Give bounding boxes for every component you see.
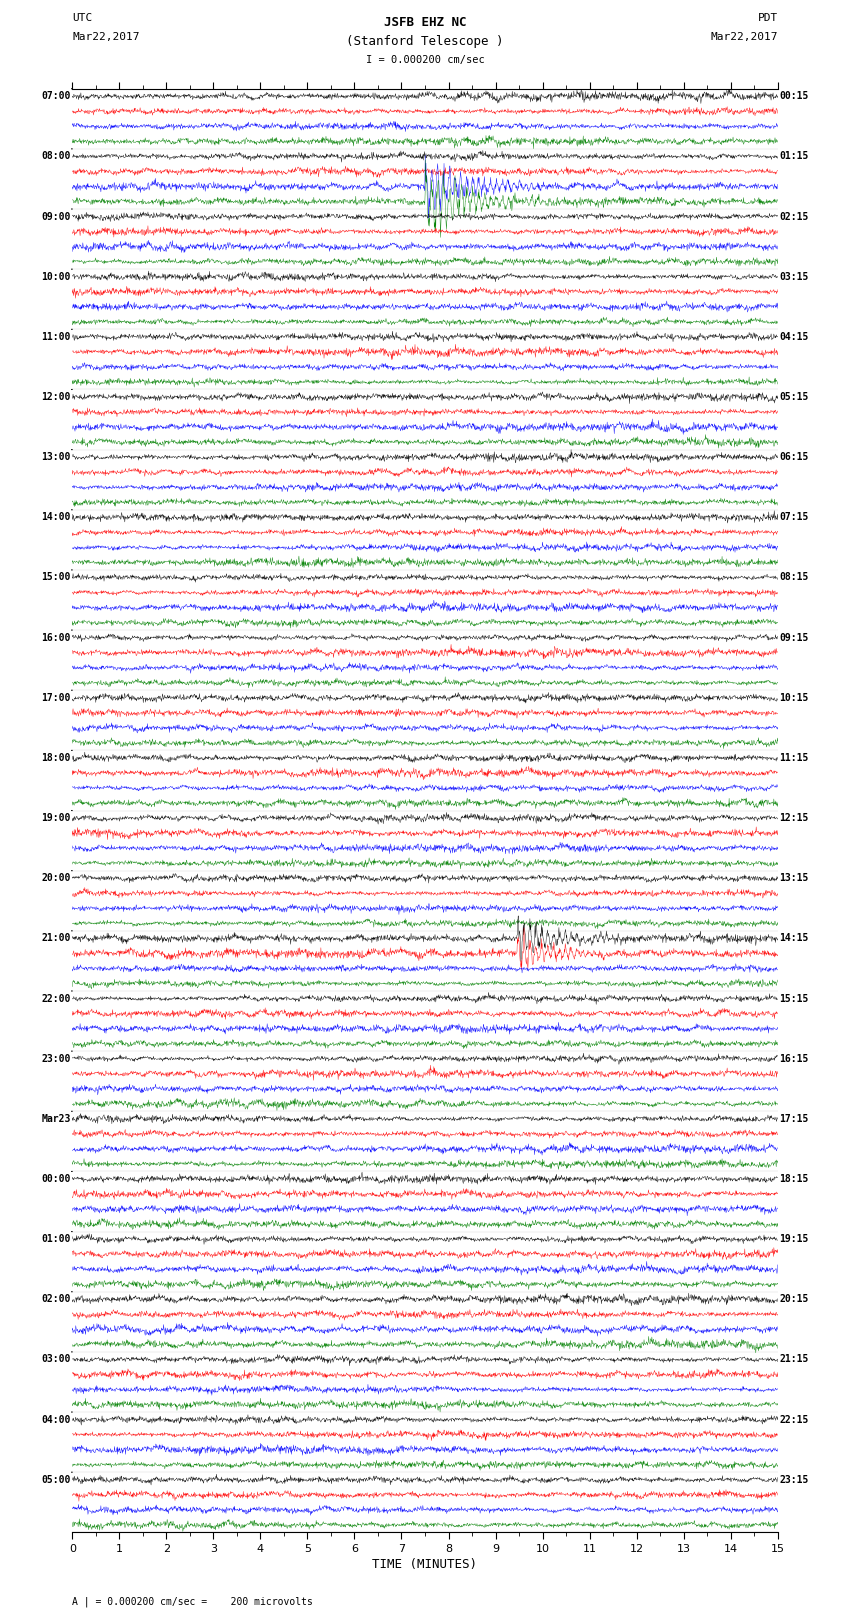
Text: 22:15: 22:15 [779,1415,808,1424]
Text: 17:00: 17:00 [42,692,71,703]
Text: 19:15: 19:15 [779,1234,808,1244]
Text: 10:15: 10:15 [779,692,808,703]
Text: 07:15: 07:15 [779,513,808,523]
Text: Mar22,2017: Mar22,2017 [72,32,139,42]
Text: 18:00: 18:00 [42,753,71,763]
Text: 18:15: 18:15 [779,1174,808,1184]
Text: 03:00: 03:00 [42,1355,71,1365]
Text: 12:00: 12:00 [42,392,71,402]
Text: 16:00: 16:00 [42,632,71,642]
Text: Mar22,2017: Mar22,2017 [711,32,778,42]
Text: 21:00: 21:00 [42,934,71,944]
Text: JSFB EHZ NC: JSFB EHZ NC [383,16,467,29]
Text: 09:15: 09:15 [779,632,808,642]
Text: 05:15: 05:15 [779,392,808,402]
Text: 02:15: 02:15 [779,211,808,221]
Text: 10:00: 10:00 [42,271,71,282]
Text: 11:00: 11:00 [42,332,71,342]
Text: 23:15: 23:15 [779,1474,808,1484]
Text: (Stanford Telescope ): (Stanford Telescope ) [346,35,504,48]
Text: 08:00: 08:00 [42,152,71,161]
Text: 22:00: 22:00 [42,994,71,1003]
Text: 16:15: 16:15 [779,1053,808,1063]
Text: 21:15: 21:15 [779,1355,808,1365]
Text: 04:00: 04:00 [42,1415,71,1424]
Text: 11:15: 11:15 [779,753,808,763]
Text: 13:15: 13:15 [779,873,808,884]
Text: 00:00: 00:00 [42,1174,71,1184]
Text: 08:15: 08:15 [779,573,808,582]
Text: Mar23: Mar23 [42,1115,71,1124]
Text: UTC: UTC [72,13,93,23]
Text: 19:00: 19:00 [42,813,71,823]
Text: 00:15: 00:15 [779,92,808,102]
Text: 01:15: 01:15 [779,152,808,161]
Text: I = 0.000200 cm/sec: I = 0.000200 cm/sec [366,55,484,65]
Text: 12:15: 12:15 [779,813,808,823]
X-axis label: TIME (MINUTES): TIME (MINUTES) [372,1558,478,1571]
Text: 06:15: 06:15 [779,452,808,463]
Text: 15:15: 15:15 [779,994,808,1003]
Text: 03:15: 03:15 [779,271,808,282]
Text: 04:15: 04:15 [779,332,808,342]
Text: 07:00: 07:00 [42,92,71,102]
Text: 09:00: 09:00 [42,211,71,221]
Text: 23:00: 23:00 [42,1053,71,1063]
Text: PDT: PDT [757,13,778,23]
Text: A | = 0.000200 cm/sec =    200 microvolts: A | = 0.000200 cm/sec = 200 microvolts [72,1595,313,1607]
Text: 20:15: 20:15 [779,1294,808,1305]
Text: 02:00: 02:00 [42,1294,71,1305]
Text: 17:15: 17:15 [779,1115,808,1124]
Text: 14:00: 14:00 [42,513,71,523]
Text: 14:15: 14:15 [779,934,808,944]
Text: 01:00: 01:00 [42,1234,71,1244]
Text: 15:00: 15:00 [42,573,71,582]
Text: 13:00: 13:00 [42,452,71,463]
Text: 20:00: 20:00 [42,873,71,884]
Text: 05:00: 05:00 [42,1474,71,1484]
